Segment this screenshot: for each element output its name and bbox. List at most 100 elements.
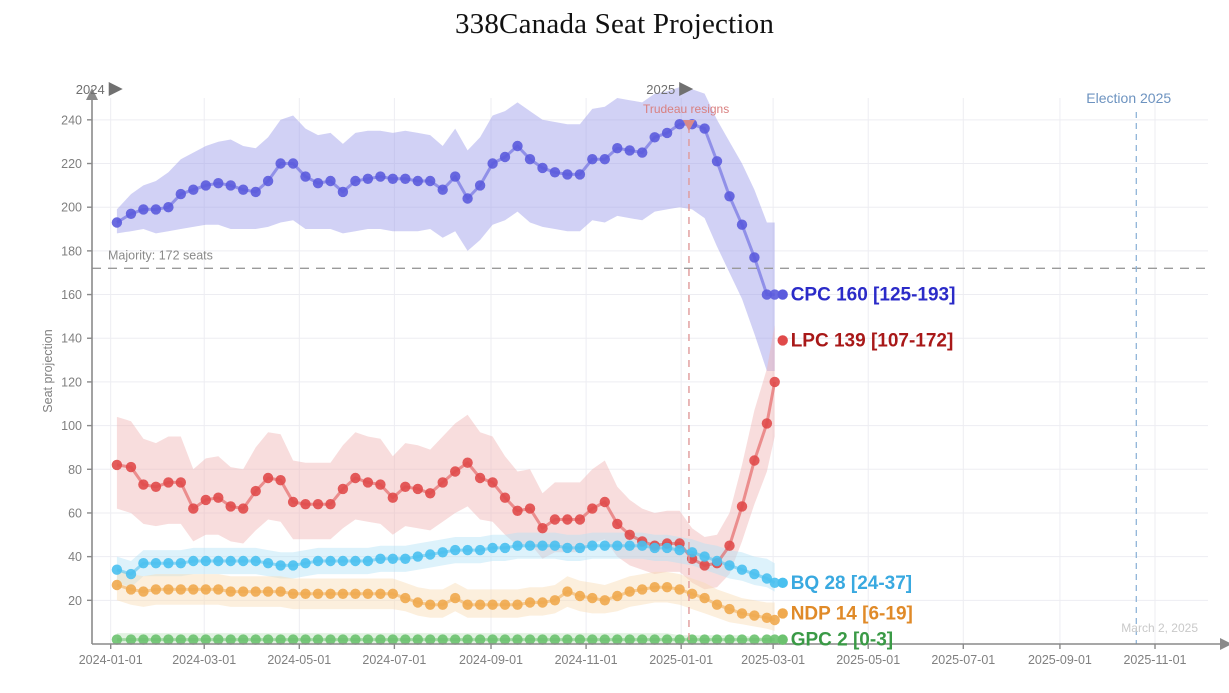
data-point-lpc: [462, 457, 473, 468]
data-point-cpc: [400, 173, 411, 184]
data-point-gpc: [375, 634, 386, 645]
data-point-cpc: [699, 123, 710, 134]
y-tick-label: 20: [68, 594, 82, 608]
data-point-cpc: [574, 169, 586, 180]
data-point-bq: [225, 555, 236, 567]
data-point-cpc: [549, 167, 561, 178]
data-point-bq: [524, 540, 536, 551]
data-point-bq: [624, 540, 635, 551]
data-point-lpc: [250, 485, 261, 497]
legend-lpc[interactable]: LPC 139 [107-172]: [777, 330, 953, 351]
year-marker-2024-label: 2024: [76, 82, 105, 97]
data-point-cpc: [225, 180, 236, 191]
data-point-ndp: [225, 586, 236, 597]
data-point-ndp: [163, 584, 174, 595]
data-point-bq: [188, 555, 199, 567]
data-point-gpc: [287, 634, 299, 645]
data-point-gpc: [624, 634, 635, 645]
majority-label: Majority: 172 seats: [108, 248, 213, 262]
data-point-lpc: [387, 492, 398, 503]
data-point-cpc: [724, 191, 735, 202]
data-point-ndp: [287, 588, 299, 599]
data-point-bq: [537, 540, 548, 551]
x-tick-label: 2025-03-01: [741, 653, 805, 667]
data-point-lpc: [425, 488, 436, 499]
data-point-cpc: [150, 204, 162, 215]
data-point-cpc: [275, 158, 286, 169]
data-point-ndp: [150, 584, 162, 595]
data-point-bq: [111, 564, 123, 575]
y-tick-label: 140: [61, 332, 82, 346]
data-point-cpc: [238, 184, 249, 195]
y-tick-label: 200: [61, 201, 82, 215]
data-point-cpc: [736, 219, 748, 230]
data-point-cpc: [375, 171, 386, 182]
data-point-bq: [425, 549, 436, 560]
data-point-bq: [736, 564, 748, 575]
data-point-ndp: [769, 614, 780, 626]
legend-bq[interactable]: BQ 28 [24-37]: [777, 573, 912, 594]
data-point-ndp: [612, 590, 623, 602]
data-point-cpc: [412, 175, 423, 187]
data-point-lpc: [287, 496, 299, 508]
data-point-ndp: [188, 584, 199, 595]
data-point-ndp: [624, 586, 635, 597]
data-point-ndp: [524, 597, 536, 608]
legend-gpc-text: GPC 2 [0-3]: [791, 630, 893, 651]
data-point-cpc: [624, 145, 635, 156]
confidence-band-lpc: [116, 325, 775, 590]
data-point-gpc: [537, 634, 548, 645]
y-tick-label: 180: [61, 244, 82, 258]
x-tick-label: 2024-05-01: [267, 653, 331, 667]
legend-bq-dot-icon: [777, 577, 788, 589]
data-point-lpc: [761, 418, 773, 429]
data-point-gpc: [111, 634, 123, 645]
data-point-lpc: [300, 499, 311, 510]
trudeau-marker-icon: [682, 120, 695, 131]
data-point-cpc: [200, 180, 211, 191]
data-point-gpc: [200, 634, 211, 645]
data-point-bq: [238, 555, 249, 567]
data-point-bq: [400, 553, 411, 564]
data-point-lpc: [599, 496, 610, 508]
data-point-bq: [724, 560, 735, 571]
data-point-cpc: [637, 147, 648, 158]
data-point-gpc: [387, 634, 398, 645]
legend-cpc[interactable]: CPC 160 [125-193]: [777, 285, 955, 306]
series-markers: [111, 119, 780, 645]
legend-ndp-dot-icon: [777, 608, 788, 619]
x-tick-label: 2025-01-01: [649, 653, 713, 667]
data-point-ndp: [312, 588, 324, 599]
data-point-ndp: [574, 590, 586, 602]
data-point-gpc: [450, 634, 461, 645]
legend-ndp[interactable]: NDP 14 [6-19]: [777, 603, 913, 624]
data-point-gpc: [637, 634, 648, 645]
y-tick-label: 100: [61, 419, 82, 433]
data-point-ndp: [649, 582, 660, 593]
data-point-cpc: [111, 217, 123, 228]
data-point-gpc: [362, 634, 374, 645]
data-point-ndp: [238, 586, 249, 597]
data-point-cpc: [437, 184, 448, 195]
data-point-gpc: [350, 634, 361, 645]
data-point-gpc: [225, 634, 236, 645]
data-point-ndp: [200, 584, 211, 595]
data-point-cpc: [125, 208, 137, 219]
data-point-gpc: [188, 634, 199, 645]
data-point-bq: [125, 568, 137, 580]
data-point-bq: [412, 551, 423, 562]
data-point-cpc: [612, 143, 623, 154]
data-point-gpc: [661, 634, 673, 645]
data-point-ndp: [387, 588, 398, 599]
year-marker-2024: 2024: [76, 82, 123, 97]
data-point-cpc: [587, 154, 598, 165]
data-point-lpc: [375, 479, 386, 490]
data-point-ndp: [425, 599, 436, 610]
data-point-bq: [699, 551, 710, 562]
x-axis-arrow-icon: [1220, 638, 1229, 650]
data-point-gpc: [574, 634, 586, 645]
data-point-ndp: [337, 588, 349, 599]
data-point-bq: [375, 553, 386, 564]
legend-gpc[interactable]: GPC 2 [0-3]: [777, 630, 893, 651]
